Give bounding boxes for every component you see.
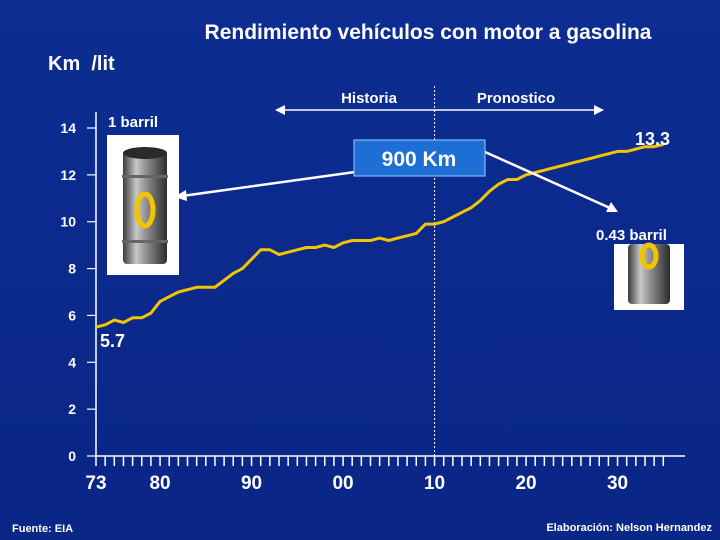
barrel-left-label: 1 barril [108,114,158,131]
x-tick-label: 30 [607,473,628,494]
pronostico-arrow-head [594,105,604,115]
y-ticks: 0 2 4 6 8 10 12 14 [60,120,96,464]
x-tick-label: 90 [241,473,262,494]
credit-note: Elaboración: Nelson Hernandez [546,522,712,534]
x-tick-label: 20 [515,473,536,494]
y-axis-label: Km /lit [48,53,115,75]
historia-arrow-head [275,105,285,115]
chart-title: Rendimiento vehículos con motor a gasoli… [205,21,652,44]
x-ticks: 73 80 90 00 10 20 30 [85,456,665,494]
barrel-left-icon [107,135,179,275]
y-tick-label: 4 [68,354,76,370]
source-note: Fuente: EIA [12,523,73,535]
x-tick-label: 00 [332,473,353,494]
callout-arrow-right-head [606,202,618,212]
y-tick-label: 10 [60,214,76,230]
y-tick-label: 2 [68,401,76,417]
barrel-right-icon [614,242,684,310]
end-value-label: 13.3 [635,129,670,149]
y-tick-label: 14 [60,120,76,136]
series-layer [95,142,664,329]
x-tick-label: 80 [149,473,170,494]
distance-label: 900 Km [382,148,457,171]
pronostico-label: Pronostico [477,90,555,107]
y-tick-label: 0 [68,448,76,464]
y-tick-label: 8 [68,261,76,277]
start-value-label: 5.7 [100,331,125,351]
x-tick-label: 73 [85,473,106,494]
y-tick-label: 12 [60,167,76,183]
barrel-right-label: 0.43 barril [596,227,667,244]
series-line [95,142,664,329]
callout-arrow-left-head [174,190,187,201]
callout-arrow-left [181,170,356,198]
y-tick-label: 6 [68,307,76,323]
historia-label: Historia [341,90,398,107]
distance-box [353,139,486,177]
callout-arrow-right [484,150,611,210]
x-tick-label: 10 [424,473,445,494]
